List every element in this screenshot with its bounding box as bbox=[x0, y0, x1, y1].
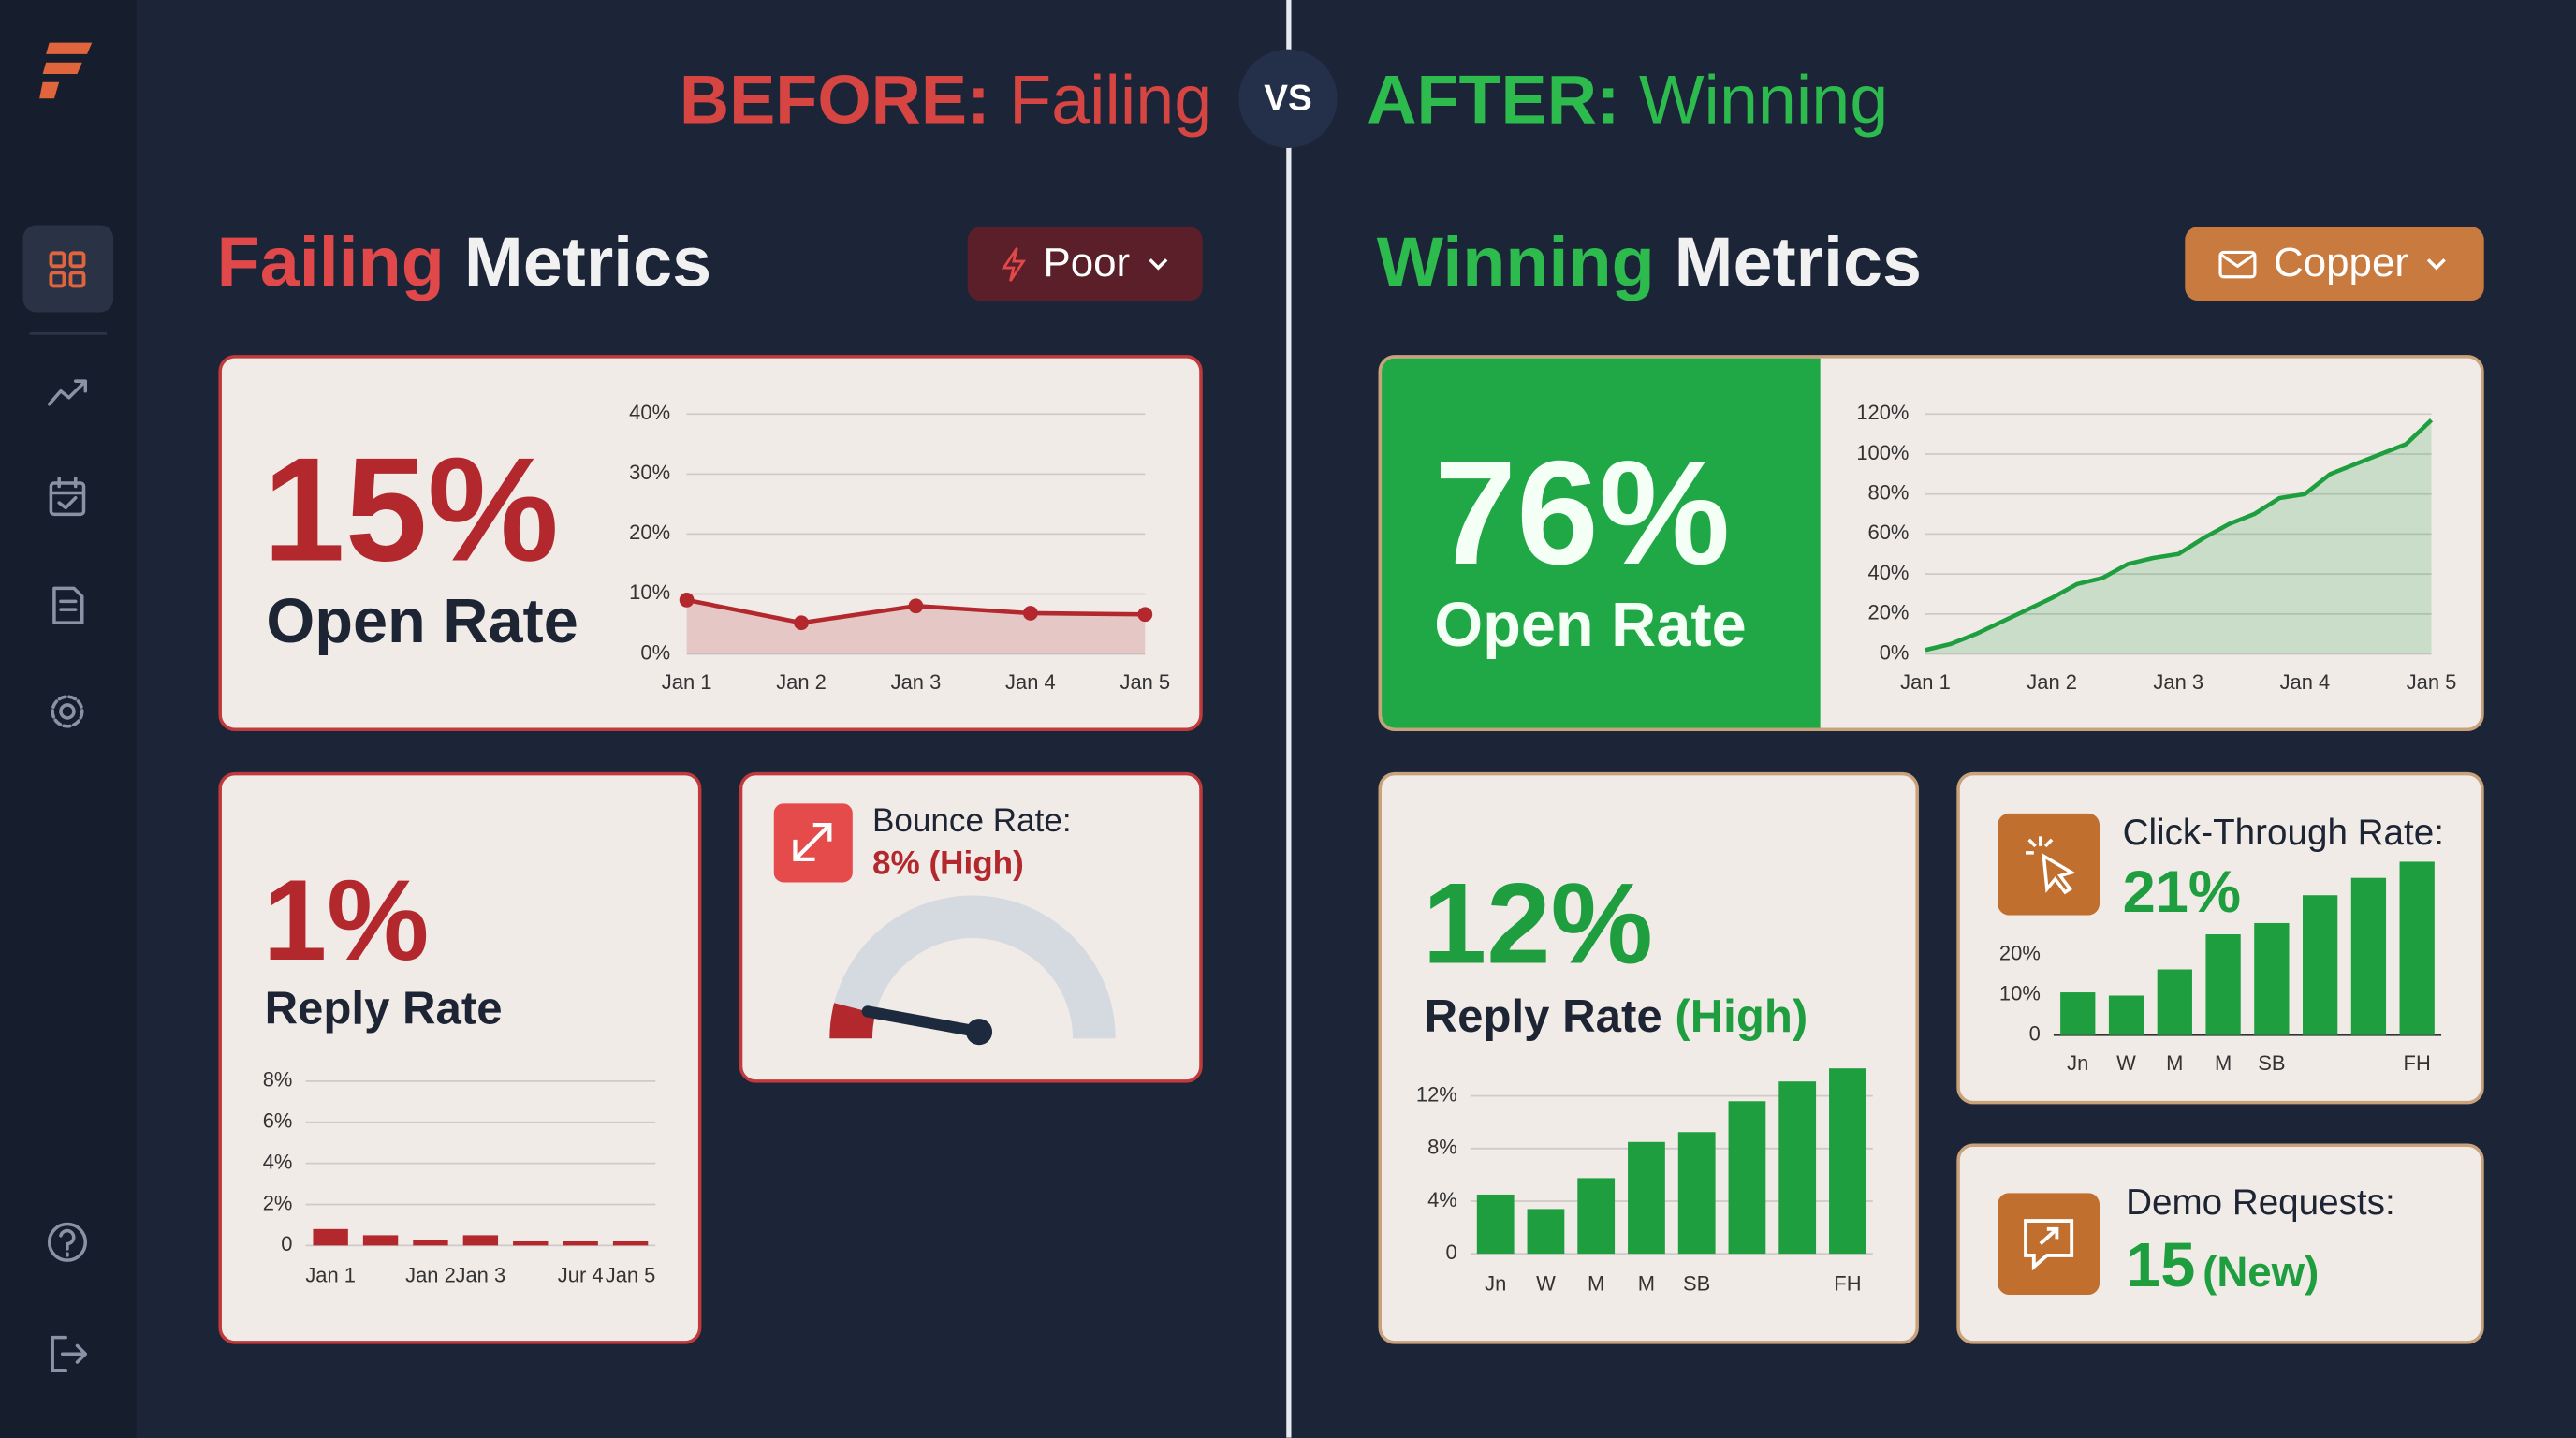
before-title-accent: Failing bbox=[216, 223, 445, 302]
ctr-value: 21% bbox=[2122, 858, 2242, 926]
metric-label: Open Rate bbox=[266, 588, 578, 658]
metric-value: 15% bbox=[262, 429, 559, 594]
after-filter[interactable]: Copper bbox=[2185, 227, 2484, 301]
after-open-card bbox=[1378, 355, 2484, 732]
metric-label: Open Rate bbox=[1434, 591, 1747, 661]
logo[interactable] bbox=[39, 42, 93, 99]
after-title-rest: Metrics bbox=[1674, 223, 1922, 302]
before-open-card bbox=[218, 355, 1203, 732]
before-filter[interactable]: Poor bbox=[967, 227, 1203, 301]
nav-dashboard[interactable] bbox=[22, 225, 114, 313]
before-title-rest: Metrics bbox=[463, 223, 712, 302]
highlight-panel bbox=[1382, 358, 1821, 728]
demo-value: 15 bbox=[2126, 1232, 2196, 1302]
demo-note: (New) bbox=[2203, 1247, 2320, 1297]
metric-label: Reply Rate bbox=[264, 982, 503, 1034]
after-title-accent: Winning bbox=[1376, 223, 1655, 302]
sidebar-icons bbox=[22, 42, 114, 1372]
metric-value: 1% bbox=[262, 856, 430, 985]
metric-value: 76% bbox=[1434, 432, 1731, 597]
reply-label: Reply Rate bbox=[1424, 990, 1662, 1042]
bolt-icon bbox=[1001, 246, 1027, 282]
nav-help[interactable] bbox=[47, 1222, 88, 1262]
bounce-value: 8% (High) bbox=[871, 845, 1024, 883]
after-reply-card bbox=[1378, 771, 1919, 1344]
nav-logout[interactable] bbox=[51, 1335, 88, 1372]
metric-value: 12% bbox=[1422, 858, 1653, 988]
chevron bbox=[2426, 257, 2446, 270]
before-word: Failing bbox=[1009, 60, 1213, 139]
before-title: Failing Metrics bbox=[217, 227, 711, 299]
demo-label: Demo Requests: bbox=[2126, 1181, 2395, 1223]
nav-documents[interactable] bbox=[52, 586, 84, 624]
header-after: AFTER: Winning bbox=[1367, 65, 1888, 135]
chevron bbox=[1148, 257, 1168, 270]
after-title: Winning Metrics bbox=[1377, 227, 1922, 299]
bounce-icon bbox=[773, 803, 853, 883]
nav-trends[interactable] bbox=[47, 379, 88, 406]
header-before: BEFORE: Failing bbox=[680, 65, 1212, 135]
before-reply-card bbox=[218, 771, 702, 1344]
reply-note: (High) bbox=[1675, 990, 1808, 1042]
after-filter-text: Copper bbox=[2274, 240, 2408, 286]
after-label: AFTER: bbox=[1367, 60, 1620, 139]
after-word: Winning bbox=[1638, 60, 1889, 139]
before-label: BEFORE: bbox=[679, 60, 990, 139]
mail-icon bbox=[2218, 249, 2257, 278]
nav-calendar[interactable] bbox=[49, 476, 86, 517]
vs-text: VS bbox=[1264, 77, 1312, 119]
bounce-label: Bounce Rate: bbox=[871, 803, 1072, 840]
divider bbox=[1286, 0, 1292, 1438]
nav-settings[interactable] bbox=[51, 695, 84, 728]
vs-badge: VS bbox=[1238, 49, 1338, 148]
ctr-label: Click-Through Rate: bbox=[2122, 812, 2444, 853]
metric-label: Reply Rate (High) bbox=[1425, 993, 1808, 1040]
click-icon bbox=[1998, 813, 2100, 916]
chat-icon bbox=[1998, 1193, 2100, 1296]
before-filter-text: Poor bbox=[1043, 240, 1131, 286]
demo-value-row: 15 (New) bbox=[2126, 1236, 2319, 1299]
